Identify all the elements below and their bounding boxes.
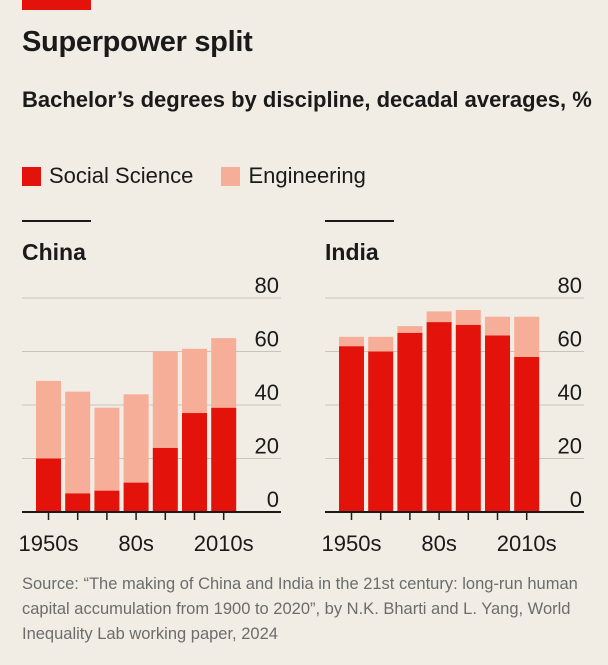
x-tick-label: 2010s — [194, 531, 254, 556]
bar-engineering — [94, 407, 120, 491]
bar-social-science — [36, 458, 61, 512]
bar-engineering — [368, 336, 394, 352]
bar-social-science — [94, 490, 120, 512]
bar-social-science — [182, 413, 207, 512]
chart-title: Superpower split — [22, 26, 253, 58]
bar-social-science — [211, 407, 237, 512]
source-note: Source: “The making of China and India i… — [22, 575, 578, 643]
bar-social-science — [485, 335, 510, 512]
bar-engineering — [426, 311, 452, 323]
x-tick-label: 80s — [118, 531, 153, 556]
legend-swatch-social-science — [22, 166, 41, 186]
y-tick-label: 20 — [558, 434, 582, 459]
panel-title: China — [22, 239, 86, 265]
bar-engineering — [152, 351, 178, 448]
y-tick-label: 0 — [570, 487, 582, 512]
bar-social-science — [455, 324, 481, 512]
x-tick-label: 2010s — [497, 531, 557, 556]
bar-engineering — [182, 348, 207, 414]
bar-engineering — [123, 394, 149, 483]
brand-tag — [22, 0, 91, 10]
legend-item-engineering: Engineering — [221, 163, 366, 189]
bar-engineering — [65, 391, 91, 494]
bar-engineering — [514, 316, 540, 357]
bar-social-science — [339, 346, 364, 512]
bar-engineering — [455, 310, 481, 325]
bar-social-science — [152, 447, 178, 512]
bar-engineering — [36, 380, 61, 459]
bar-engineering — [397, 326, 423, 333]
y-tick-label: 80 — [255, 273, 279, 298]
bar-engineering — [485, 316, 510, 336]
y-tick-label: 0 — [267, 487, 279, 512]
chart-subtitle: Bachelor’s degrees by discipline, decada… — [22, 87, 592, 112]
chart-area: China 0 20 40 60 80 1950s 80s 2010s India 0 20 40 60 8… — [19, 220, 584, 556]
legend: Social Science Engineering — [22, 163, 388, 192]
bar-social-science — [426, 322, 452, 512]
y-tick-label: 60 — [558, 327, 582, 352]
bar-engineering — [339, 336, 364, 347]
y-tick-label: 80 — [558, 273, 582, 298]
bar-engineering — [211, 338, 237, 408]
x-tick-label: 1950s — [322, 531, 382, 556]
legend-label-engineering: Engineering — [248, 163, 366, 188]
panel-china: China 0 20 40 60 80 1950s 80s 2010s — [19, 220, 281, 556]
bar-social-science — [123, 482, 149, 512]
y-tick-label: 40 — [255, 380, 279, 405]
legend-label-social-science: Social Science — [49, 163, 194, 188]
y-tick-label: 60 — [255, 327, 279, 352]
legend-swatch-engineering — [221, 166, 241, 186]
panel-india: India 0 20 40 60 80 1950s 80s 2010s — [322, 220, 584, 556]
x-tick-label: 1950s — [19, 531, 79, 556]
bar-social-science — [514, 356, 540, 512]
bar-social-science — [65, 493, 91, 512]
y-tick-label: 40 — [558, 380, 582, 405]
panel-title: India — [325, 239, 379, 265]
legend-item-social-science: Social Science — [22, 163, 193, 189]
bar-social-science — [397, 332, 423, 512]
bar-social-science — [368, 351, 394, 512]
y-tick-label: 20 — [255, 434, 279, 459]
x-tick-label: 80s — [421, 531, 456, 556]
